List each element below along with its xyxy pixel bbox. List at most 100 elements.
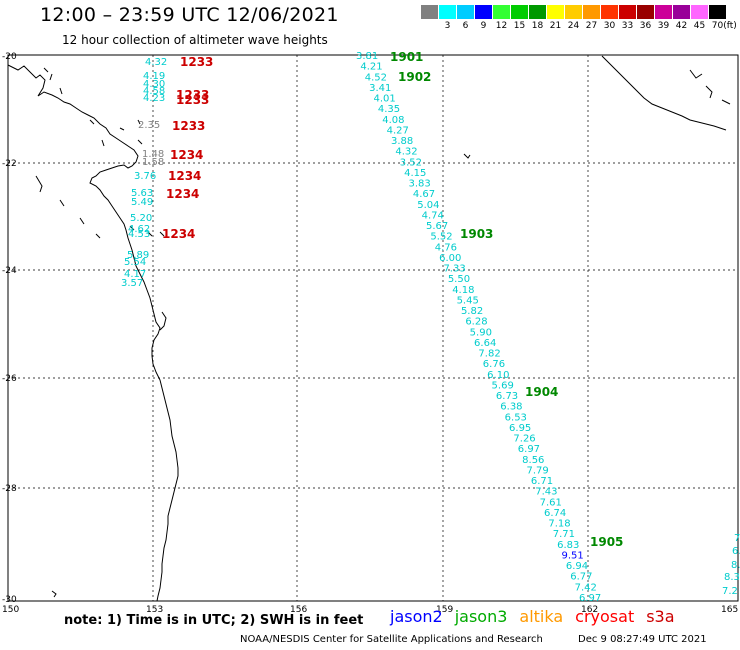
wave-height-value: 4.58 [143,86,165,97]
wave-height-value: 4.62 [128,224,150,235]
wave-height-value: 5.67 [426,221,448,232]
satellite-legend-cryosat: cryosat [575,607,635,626]
scale-swatch [493,5,510,19]
wave-height-value: 6.83 [557,540,579,551]
wave-height-value: 4.17 [124,269,146,280]
wave-height-value: 4.32 [145,57,167,68]
pass-time-label: 1233 [180,55,213,69]
wave-height-value: 4.15 [404,168,426,179]
wave-height-value: 7.33 [443,264,465,275]
footer-note: note: 1) Time is in UTC; 2) SWH is in fe… [64,613,364,628]
reef-islands [35,67,165,239]
wave-height-value: 6.95 [509,423,531,434]
scale-label: 15 [513,21,526,31]
wave-height-value: 3.57 [121,278,143,289]
wave-height-value: 5.49 [131,197,153,208]
lon-label: 162 [581,605,598,615]
scale-swatch [547,5,564,19]
pass-time-label: 1234 [168,169,201,183]
wave-height-value: 8.56 [522,455,544,466]
wave-height-value: 7.61 [540,497,562,508]
satellite-legend-jason3: jason3 [454,607,508,626]
east-altimeter-track: 7 6. 8.8.3 7.2 [722,533,740,597]
wave-height-value: 5.45 [457,295,479,306]
lat-label: -22 [2,159,17,169]
scale-swatch [583,5,600,19]
wave-height-value: 6.97 [518,444,540,455]
fraser-island [159,311,167,331]
wave-height-value: 3.52 [400,157,422,168]
scale-label: 42 [675,21,688,31]
pass-time-label: 1904 [525,385,558,399]
wave-height-value: 5.50 [448,274,470,285]
scale-swatch [619,5,636,19]
wave-height-value: 6. [732,546,740,557]
wave-height-value: 6.00 [439,253,461,264]
wave-height-value: 4.23 [143,93,165,104]
new-caledonia-coastline [601,55,727,131]
australia-coastline [7,64,179,602]
latitude-labels: -20 -22 -24 -26 -28 -30 [2,52,17,605]
wave-height-value: 3.76 [134,171,156,182]
islet [51,590,57,598]
longitude-labels: 150 153 156 159 162 165 [2,605,738,615]
pass-time-label: 1905 [590,535,623,549]
islet [463,153,471,159]
scale-label: 21 [549,21,562,31]
west-altimeter-track: 4.32 4.194.304.584.23 2.35 1.481.58 3.76 5.63… [121,55,213,289]
wave-height-value: 4.35 [378,104,400,115]
wave-height-value: 7.2 [722,586,738,597]
map-subtitle: 12 hour collection of altimeter wave hei… [62,33,328,47]
scale-swatch [601,5,618,19]
scale-label: 39 [657,21,670,31]
scale-swatch [691,5,708,19]
lat-label: -28 [2,484,17,494]
wave-height-value: 5.63 [131,188,153,199]
generation-timestamp: Dec 9 08:27:49 UTC 2021 [578,634,707,645]
pass-time-label: 1234 [162,227,195,241]
scale-swatch [529,5,546,19]
wave-height-value: 7.42 [575,582,597,593]
wave-height-value: 6.28 [465,317,487,328]
scale-label: 33 [621,21,634,31]
lon-label: 156 [290,605,307,615]
wave-height-value: 4.18 [452,285,474,296]
loyalty-islands [689,69,731,105]
scale-label: 9 [480,21,487,31]
wave-height-value: 3.81 [356,51,378,62]
wave-height-value: 4.74 [422,210,444,221]
wave-height-value: 6.94 [566,561,588,572]
graticule [8,55,738,601]
scale-label: 70 [711,21,724,31]
wave-height-value: 6.76 [483,359,505,370]
wave-height-value: 4.76 [435,242,457,253]
scale-label: 3 [444,21,451,31]
scale-swatch [439,5,456,19]
scale-label: 27 [585,21,598,31]
scale-swatch [637,5,654,19]
wave-height-value: 5.04 [417,200,439,211]
scale-label: 24 [567,21,580,31]
wave-height-value: 8.3 [724,572,740,583]
lat-label: -26 [2,374,17,384]
lat-label: -20 [2,52,17,62]
lon-label: 153 [146,605,163,615]
wave-height-value: 4.27 [387,125,409,136]
pass-time-label: 1233 [172,119,205,133]
pass-time-label: 1233 [176,93,209,107]
scale-swatch [655,5,672,19]
lon-label: 159 [436,605,453,615]
wave-height-value: 6.97 [579,593,601,604]
wave-height-value: 7.43 [535,487,557,498]
central-altimeter-track: 3.814.214.523.414.014.354.084.273.884.32… [356,50,623,604]
wave-height-value: 5.89 [127,250,149,261]
scale-label: 45 [693,21,706,31]
pass-time-label: 1233 [176,88,209,102]
wave-height-value: 7.82 [478,349,500,360]
scale-swatch [511,5,528,19]
scale-swatch [673,5,690,19]
wave-height-value: 4.30 [143,79,165,90]
scale-label: 30 [603,21,616,31]
scale-swatch [421,5,438,19]
